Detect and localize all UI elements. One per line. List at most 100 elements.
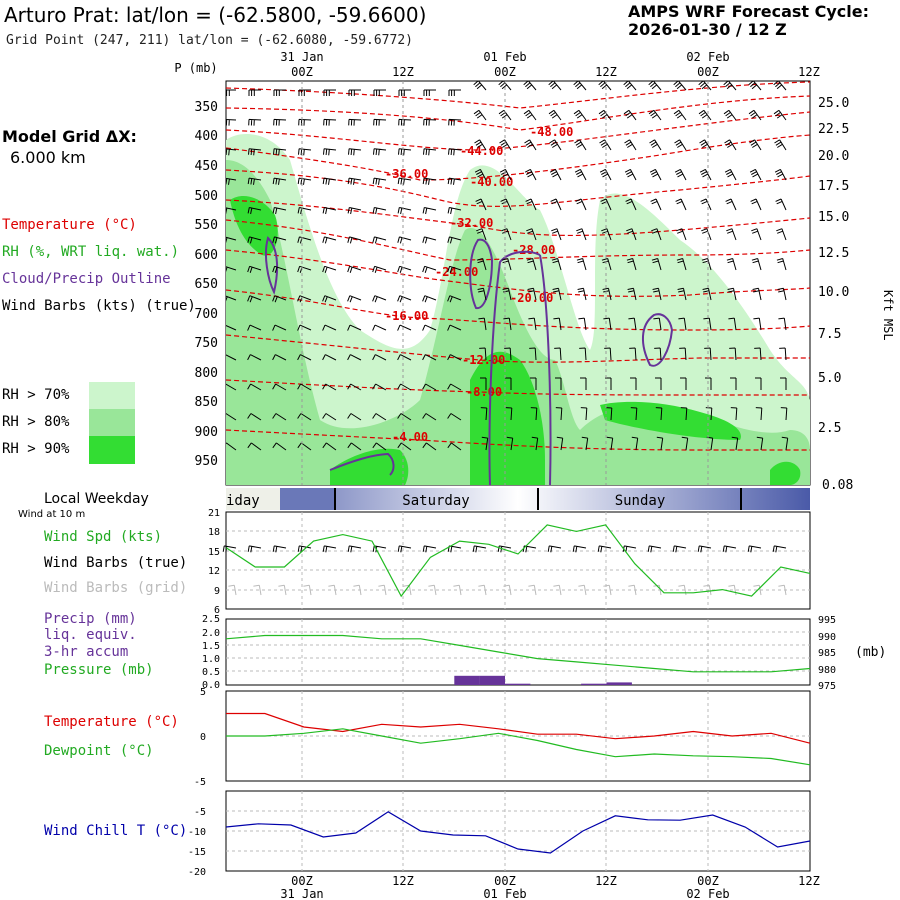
wind-barb <box>648 109 662 121</box>
wind-barb <box>322 413 337 421</box>
wind-barb <box>699 139 712 151</box>
wind-barb <box>680 377 687 390</box>
wind-barb <box>422 207 437 215</box>
wind-barb <box>674 168 687 181</box>
top-time-axis: 31 Jan 01 Feb 02 Feb 00Z 12Z 00Z 12Z 00Z… <box>174 50 820 79</box>
p-tick: 550 <box>195 218 218 233</box>
top-hour-2: 00Z <box>494 65 516 79</box>
wind-barb <box>397 413 412 421</box>
wind-barb <box>599 168 612 181</box>
wind-barb <box>556 436 564 451</box>
wind-barb <box>497 545 512 553</box>
wind-barb <box>347 207 362 215</box>
wind-barb <box>447 413 462 421</box>
wind-barb <box>447 265 462 273</box>
wind-barb <box>372 295 387 303</box>
p-tick: 450 <box>195 159 218 174</box>
p-tick: 400 <box>195 129 218 144</box>
wind-barb <box>524 139 537 151</box>
wind-barb <box>478 317 487 331</box>
wind-barb <box>724 139 737 151</box>
wind-barb <box>504 347 512 361</box>
rh80-region <box>226 160 810 485</box>
legend-wind-chill: Wind Chill T (°C) <box>44 823 188 839</box>
wind-barb <box>625 198 637 211</box>
wind-barb <box>378 584 387 596</box>
temperature-line <box>226 712 811 744</box>
wind-barb <box>601 228 612 241</box>
wind-barb <box>373 89 386 96</box>
bottom-hour-1: 12Z <box>392 874 414 888</box>
wind-barb <box>473 81 487 91</box>
wc-tick: -5 <box>194 807 206 818</box>
wind-barb <box>673 81 687 91</box>
wind-barb <box>373 148 387 156</box>
wind-barb <box>701 258 712 271</box>
legend-temperature: Temperature (°C) <box>2 217 137 233</box>
wind-barb <box>422 413 437 421</box>
bottom-hour-3: 12Z <box>595 874 617 888</box>
temp-label: -4.00 <box>392 430 428 444</box>
wind-barb <box>423 118 437 126</box>
wind-barb <box>573 81 587 91</box>
wind-barb <box>447 236 462 244</box>
wind-barb <box>773 81 787 91</box>
wind-barb <box>226 118 237 126</box>
wind-speed-line <box>225 524 811 598</box>
wind-barb <box>247 265 262 273</box>
wind-barb <box>272 545 287 553</box>
wind-barb <box>726 258 737 271</box>
wind-barb <box>704 347 712 361</box>
wind-barb <box>777 287 787 301</box>
wind-barb <box>348 148 362 156</box>
model-grid-value: 6.000 km <box>10 148 86 167</box>
wind-barb <box>322 207 337 215</box>
weekday-band: iday Saturday Sunday <box>226 488 810 510</box>
wind-barb <box>680 407 688 421</box>
pr-tick: 0.0 <box>202 680 220 691</box>
wind-barb <box>731 436 739 451</box>
wind-barb <box>502 287 512 301</box>
wind-barb <box>726 228 737 241</box>
ws-tick: 12 <box>208 566 220 577</box>
wind-barb <box>679 347 687 361</box>
wind-barb <box>549 139 562 151</box>
wind-barb <box>448 118 462 126</box>
wind-barb <box>253 584 262 596</box>
wind-barb <box>572 545 587 553</box>
wind-barb <box>578 584 587 596</box>
wind-barb <box>226 295 237 302</box>
station-title: Arturo Prat: lat/lon = (-62.5800, -59.66… <box>4 3 427 27</box>
wind-barb <box>422 545 437 553</box>
p-tick: 750 <box>195 336 218 351</box>
legend-rh: RH (%, WRT liq. wat.) <box>2 244 180 260</box>
rh-level-70: RH > 70% <box>2 387 70 403</box>
wind-barb <box>750 198 762 211</box>
wind-barb <box>372 324 387 331</box>
wind-barb <box>347 545 362 553</box>
wind-barb <box>297 545 312 553</box>
wind-barb <box>576 258 587 271</box>
wind-barb <box>630 407 638 421</box>
wind-barb <box>479 347 487 361</box>
wind-barb <box>348 118 362 126</box>
wind-barb <box>552 287 562 301</box>
wind-barb <box>700 198 712 211</box>
temp-ticks: 5 0 -5 <box>194 687 206 788</box>
legend-pressure: Pressure (mb) <box>44 662 154 678</box>
wind-barb <box>599 139 612 151</box>
ps-tick: 990 <box>818 632 836 643</box>
wind-barb <box>373 118 387 126</box>
rh90-region <box>230 195 278 256</box>
forecast-cycle-time: 2026-01-30 / 12 Z <box>628 20 787 39</box>
wind-barb <box>228 584 237 596</box>
top-hour-4: 00Z <box>697 65 719 79</box>
wind-barb <box>727 287 737 301</box>
wind-barb <box>226 442 237 451</box>
wind-barb <box>630 377 637 390</box>
wind-barb <box>778 584 787 596</box>
wind-barb <box>422 383 437 391</box>
precip-ticks: 2.5 2.0 1.5 1.0 0.5 0.0 <box>202 614 220 691</box>
wind-barb <box>272 236 287 244</box>
wind-barb <box>422 295 437 303</box>
